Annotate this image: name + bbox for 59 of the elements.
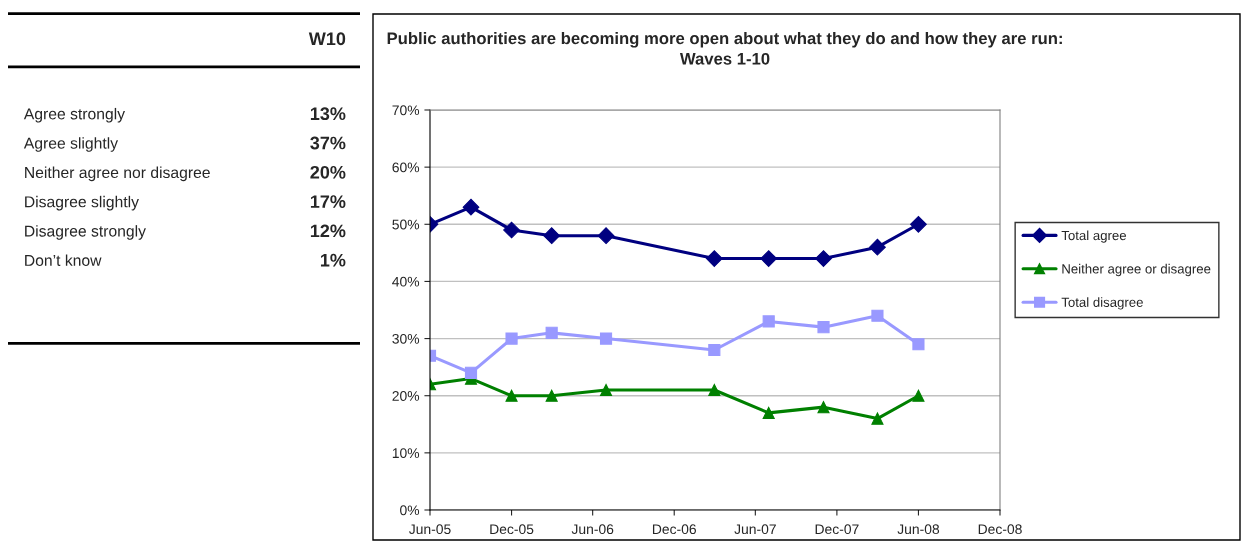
x-tick-label: Dec-05 [490, 524, 534, 535]
x-tick-label: Dec-07 [815, 524, 859, 535]
point [912, 389, 925, 402]
point [505, 389, 518, 402]
text: 12% [310, 224, 346, 238]
y-tick-label: 30% [392, 333, 420, 344]
point [760, 250, 778, 267]
point [462, 198, 480, 216]
y-tick-label: 50% [392, 219, 420, 230]
point [708, 383, 721, 397]
text: 37% [310, 136, 346, 150]
point [545, 326, 558, 339]
text: 20% [310, 165, 346, 179]
point [869, 238, 886, 256]
legend-label: Total agree [1061, 230, 1127, 243]
point [543, 227, 561, 245]
y-tick-label: 60% [392, 162, 420, 173]
point [545, 389, 558, 402]
point [705, 250, 723, 267]
x-tick-label: Jun-05 [408, 524, 451, 535]
point [599, 332, 613, 345]
x-tick-label: Jun-06 [571, 524, 614, 535]
chart-title: Public authorities are becoming more open about what they do and how they are run: Waves 1-10 [387, 32, 1062, 65]
point [464, 366, 478, 379]
category-label: Disagree strongly [25, 225, 146, 240]
point [817, 401, 830, 414]
point [762, 315, 775, 328]
category-label: Agree strongly [23, 107, 125, 123]
point [910, 215, 927, 233]
point [912, 338, 925, 351]
x-tick-label: Jun-08 [897, 524, 940, 535]
category-label: Agree slightly [23, 137, 119, 152]
point [871, 412, 884, 425]
point [505, 332, 518, 345]
point [599, 383, 613, 397]
category-label: Neither agree nor disagree [25, 166, 210, 182]
category-label: Don’t know [25, 254, 102, 266]
category-label: Disagree slightly [25, 195, 139, 211]
text: W10 [308, 32, 346, 46]
point [762, 406, 775, 419]
point [815, 250, 832, 267]
y-tick-label: 20% [392, 391, 420, 401]
point [503, 221, 520, 239]
y-tick-label: 40% [392, 276, 420, 287]
point [708, 343, 721, 357]
point [597, 227, 615, 245]
text: 1% [320, 253, 346, 267]
point [871, 309, 884, 322]
y-tick-label: 10% [392, 448, 420, 459]
text: 17% [310, 195, 346, 208]
point [817, 321, 830, 334]
text: 13% [310, 107, 346, 121]
x-tick-label: Dec-08 [978, 524, 1022, 535]
y-tick-label: 70% [392, 105, 420, 116]
x-tick-label: Jun-07 [734, 524, 776, 535]
legend-label: Total disagree [1061, 297, 1143, 310]
x-tick-label: Dec-06 [652, 524, 696, 535]
y-tick-label: 0% [400, 505, 420, 516]
legend-label: Neither agree or disagree [1062, 263, 1211, 277]
